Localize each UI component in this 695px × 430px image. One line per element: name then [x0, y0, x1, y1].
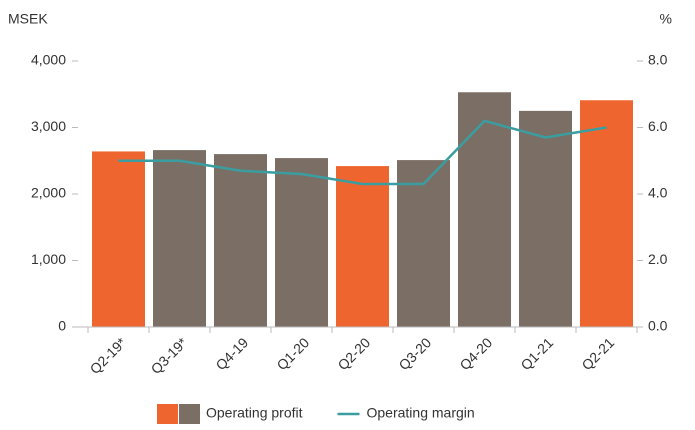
x-tick-label: Q3-20	[395, 334, 434, 373]
bar	[519, 110, 572, 327]
x-tick-label: Q1-20	[273, 334, 312, 373]
legend-label: Operating margin	[367, 405, 475, 421]
bar	[92, 151, 145, 327]
y-tick-label: 0	[58, 318, 66, 334]
bar	[397, 160, 450, 327]
y-tick-label: 2,000	[31, 185, 66, 201]
bar	[580, 100, 633, 327]
x-tick-label: Q3-19*	[148, 334, 191, 377]
x-tick-label: Q2-21	[578, 334, 617, 373]
y-tick-label: 1,000	[31, 251, 66, 267]
bar	[458, 92, 511, 327]
y2-axis-label: %	[660, 11, 672, 27]
legend-swatch	[179, 404, 200, 424]
y2-tick-label: 2.0	[648, 251, 668, 267]
bar	[336, 166, 389, 327]
bar	[214, 154, 267, 327]
bar	[275, 158, 328, 327]
x-tick-label: Q4-20	[456, 334, 495, 373]
legend-swatch	[157, 404, 178, 424]
y2-tick-label: 8.0	[648, 52, 668, 68]
y2-tick-label: 4.0	[648, 185, 668, 201]
legend-label: Operating profit	[206, 405, 303, 421]
x-tick-label: Q2-20	[334, 334, 373, 373]
line	[118, 119, 607, 186]
y-tick-label: 3,000	[31, 118, 66, 134]
y2-tick-label: 6.0	[648, 118, 668, 134]
y-tick-label: 4,000	[31, 52, 66, 68]
x-tick-label: Q4-19	[212, 334, 251, 373]
y-axis-label: MSEK	[8, 11, 48, 27]
y2-tick-label: 0.0	[648, 318, 668, 334]
x-tick-label: Q2-19*	[87, 334, 130, 377]
x-tick-label: Q1-21	[517, 334, 556, 373]
bar	[153, 150, 206, 327]
